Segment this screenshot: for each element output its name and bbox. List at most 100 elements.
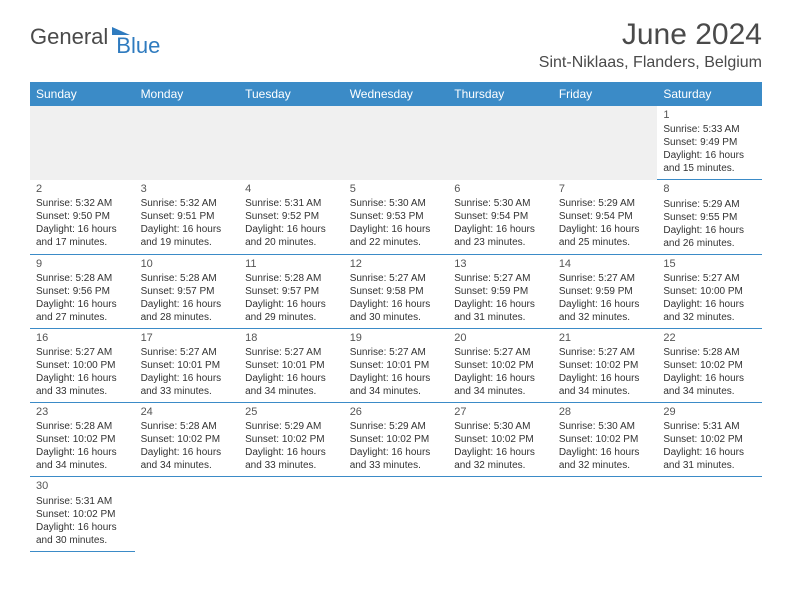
daylight-text: Daylight: 16 hours	[350, 223, 443, 236]
day-number: 17	[141, 331, 234, 345]
day-number: 13	[454, 257, 547, 271]
dayname-wednesday: Wednesday	[344, 82, 449, 106]
daylight-text: Daylight: 16 hours	[663, 149, 756, 162]
sunrise-text: Sunrise: 5:32 AM	[36, 197, 129, 210]
day-number: 23	[36, 405, 129, 419]
day-number: 18	[245, 331, 338, 345]
calendar-table: Sunday Monday Tuesday Wednesday Thursday…	[30, 82, 762, 552]
calendar-cell	[344, 106, 449, 180]
sunset-text: Sunset: 10:01 PM	[350, 359, 443, 372]
calendar-row: 1Sunrise: 5:33 AMSunset: 9:49 PMDaylight…	[30, 106, 762, 180]
day-number: 12	[350, 257, 443, 271]
daylight-text: and 32 minutes.	[663, 311, 756, 324]
daylight-text: Daylight: 16 hours	[141, 223, 234, 236]
daylight-text: and 20 minutes.	[245, 236, 338, 249]
daylight-text: Daylight: 16 hours	[663, 298, 756, 311]
daylight-text: Daylight: 16 hours	[141, 298, 234, 311]
sunrise-text: Sunrise: 5:27 AM	[663, 272, 756, 285]
day-number: 9	[36, 257, 129, 271]
sunset-text: Sunset: 10:02 PM	[245, 433, 338, 446]
daylight-text: and 34 minutes.	[350, 385, 443, 398]
day-number: 6	[454, 182, 547, 196]
daylight-text: and 19 minutes.	[141, 236, 234, 249]
daylight-text: and 34 minutes.	[245, 385, 338, 398]
dayname-friday: Friday	[553, 82, 658, 106]
calendar-cell	[135, 477, 240, 551]
sunrise-text: Sunrise: 5:27 AM	[454, 272, 547, 285]
header: General Blue June 2024 Sint-Niklaas, Fla…	[30, 18, 762, 72]
day-number: 27	[454, 405, 547, 419]
sunset-text: Sunset: 9:54 PM	[559, 210, 652, 223]
daylight-text: Daylight: 16 hours	[454, 446, 547, 459]
sunrise-text: Sunrise: 5:29 AM	[245, 420, 338, 433]
daylight-text: Daylight: 16 hours	[663, 446, 756, 459]
daylight-text: and 33 minutes.	[141, 385, 234, 398]
day-number: 24	[141, 405, 234, 419]
daylight-text: Daylight: 16 hours	[350, 446, 443, 459]
calendar-cell: 29Sunrise: 5:31 AMSunset: 10:02 PMDaylig…	[657, 403, 762, 477]
location: Sint-Niklaas, Flanders, Belgium	[539, 54, 762, 72]
daylight-text: and 31 minutes.	[454, 311, 547, 324]
day-number: 4	[245, 182, 338, 196]
daylight-text: and 30 minutes.	[350, 311, 443, 324]
calendar-cell: 15Sunrise: 5:27 AMSunset: 10:00 PMDaylig…	[657, 254, 762, 328]
daylight-text: Daylight: 16 hours	[454, 372, 547, 385]
dayname-monday: Monday	[135, 82, 240, 106]
daylight-text: and 34 minutes.	[141, 459, 234, 472]
calendar-cell: 2Sunrise: 5:32 AMSunset: 9:50 PMDaylight…	[30, 180, 135, 254]
daylight-text: Daylight: 16 hours	[141, 446, 234, 459]
sunrise-text: Sunrise: 5:32 AM	[141, 197, 234, 210]
daylight-text: Daylight: 16 hours	[245, 298, 338, 311]
sunrise-text: Sunrise: 5:28 AM	[141, 272, 234, 285]
day-number: 22	[663, 331, 756, 345]
sunset-text: Sunset: 10:02 PM	[559, 433, 652, 446]
calendar-row: 2Sunrise: 5:32 AMSunset: 9:50 PMDaylight…	[30, 180, 762, 254]
calendar-cell: 27Sunrise: 5:30 AMSunset: 10:02 PMDaylig…	[448, 403, 553, 477]
sunrise-text: Sunrise: 5:28 AM	[663, 346, 756, 359]
calendar-cell: 25Sunrise: 5:29 AMSunset: 10:02 PMDaylig…	[239, 403, 344, 477]
calendar-row: 9Sunrise: 5:28 AMSunset: 9:56 PMDaylight…	[30, 254, 762, 328]
daylight-text: and 26 minutes.	[663, 237, 756, 250]
day-number: 21	[559, 331, 652, 345]
calendar-cell	[239, 106, 344, 180]
calendar-cell: 5Sunrise: 5:30 AMSunset: 9:53 PMDaylight…	[344, 180, 449, 254]
daylight-text: Daylight: 16 hours	[245, 446, 338, 459]
sunrise-text: Sunrise: 5:27 AM	[559, 346, 652, 359]
daylight-text: Daylight: 16 hours	[559, 298, 652, 311]
sunset-text: Sunset: 9:58 PM	[350, 285, 443, 298]
daylight-text: and 28 minutes.	[141, 311, 234, 324]
daylight-text: Daylight: 16 hours	[141, 372, 234, 385]
day-number: 16	[36, 331, 129, 345]
daylight-text: Daylight: 16 hours	[245, 223, 338, 236]
daylight-text: Daylight: 16 hours	[454, 223, 547, 236]
sunrise-text: Sunrise: 5:28 AM	[141, 420, 234, 433]
day-number: 28	[559, 405, 652, 419]
daylight-text: Daylight: 16 hours	[559, 223, 652, 236]
day-number: 19	[350, 331, 443, 345]
sunrise-text: Sunrise: 5:28 AM	[245, 272, 338, 285]
calendar-cell: 21Sunrise: 5:27 AMSunset: 10:02 PMDaylig…	[553, 328, 658, 402]
calendar-cell: 30Sunrise: 5:31 AMSunset: 10:02 PMDaylig…	[30, 477, 135, 551]
sunset-text: Sunset: 10:00 PM	[36, 359, 129, 372]
calendar-cell: 24Sunrise: 5:28 AMSunset: 10:02 PMDaylig…	[135, 403, 240, 477]
calendar-cell	[344, 477, 449, 551]
calendar-cell: 14Sunrise: 5:27 AMSunset: 9:59 PMDayligh…	[553, 254, 658, 328]
calendar-cell: 19Sunrise: 5:27 AMSunset: 10:01 PMDaylig…	[344, 328, 449, 402]
daylight-text: and 32 minutes.	[559, 459, 652, 472]
daylight-text: and 34 minutes.	[36, 459, 129, 472]
day-number: 29	[663, 405, 756, 419]
sunset-text: Sunset: 10:02 PM	[663, 359, 756, 372]
daylight-text: Daylight: 16 hours	[350, 372, 443, 385]
logo-text-blue: Blue	[116, 33, 160, 59]
page: General Blue June 2024 Sint-Niklaas, Fla…	[0, 0, 792, 570]
calendar-cell: 7Sunrise: 5:29 AMSunset: 9:54 PMDaylight…	[553, 180, 658, 254]
calendar-cell: 4Sunrise: 5:31 AMSunset: 9:52 PMDaylight…	[239, 180, 344, 254]
sunset-text: Sunset: 9:49 PM	[663, 136, 756, 149]
day-number: 14	[559, 257, 652, 271]
sunset-text: Sunset: 9:59 PM	[559, 285, 652, 298]
sunset-text: Sunset: 10:00 PM	[663, 285, 756, 298]
sunset-text: Sunset: 10:02 PM	[454, 433, 547, 446]
sunrise-text: Sunrise: 5:31 AM	[245, 197, 338, 210]
daylight-text: and 31 minutes.	[663, 459, 756, 472]
daylight-text: and 27 minutes.	[36, 311, 129, 324]
